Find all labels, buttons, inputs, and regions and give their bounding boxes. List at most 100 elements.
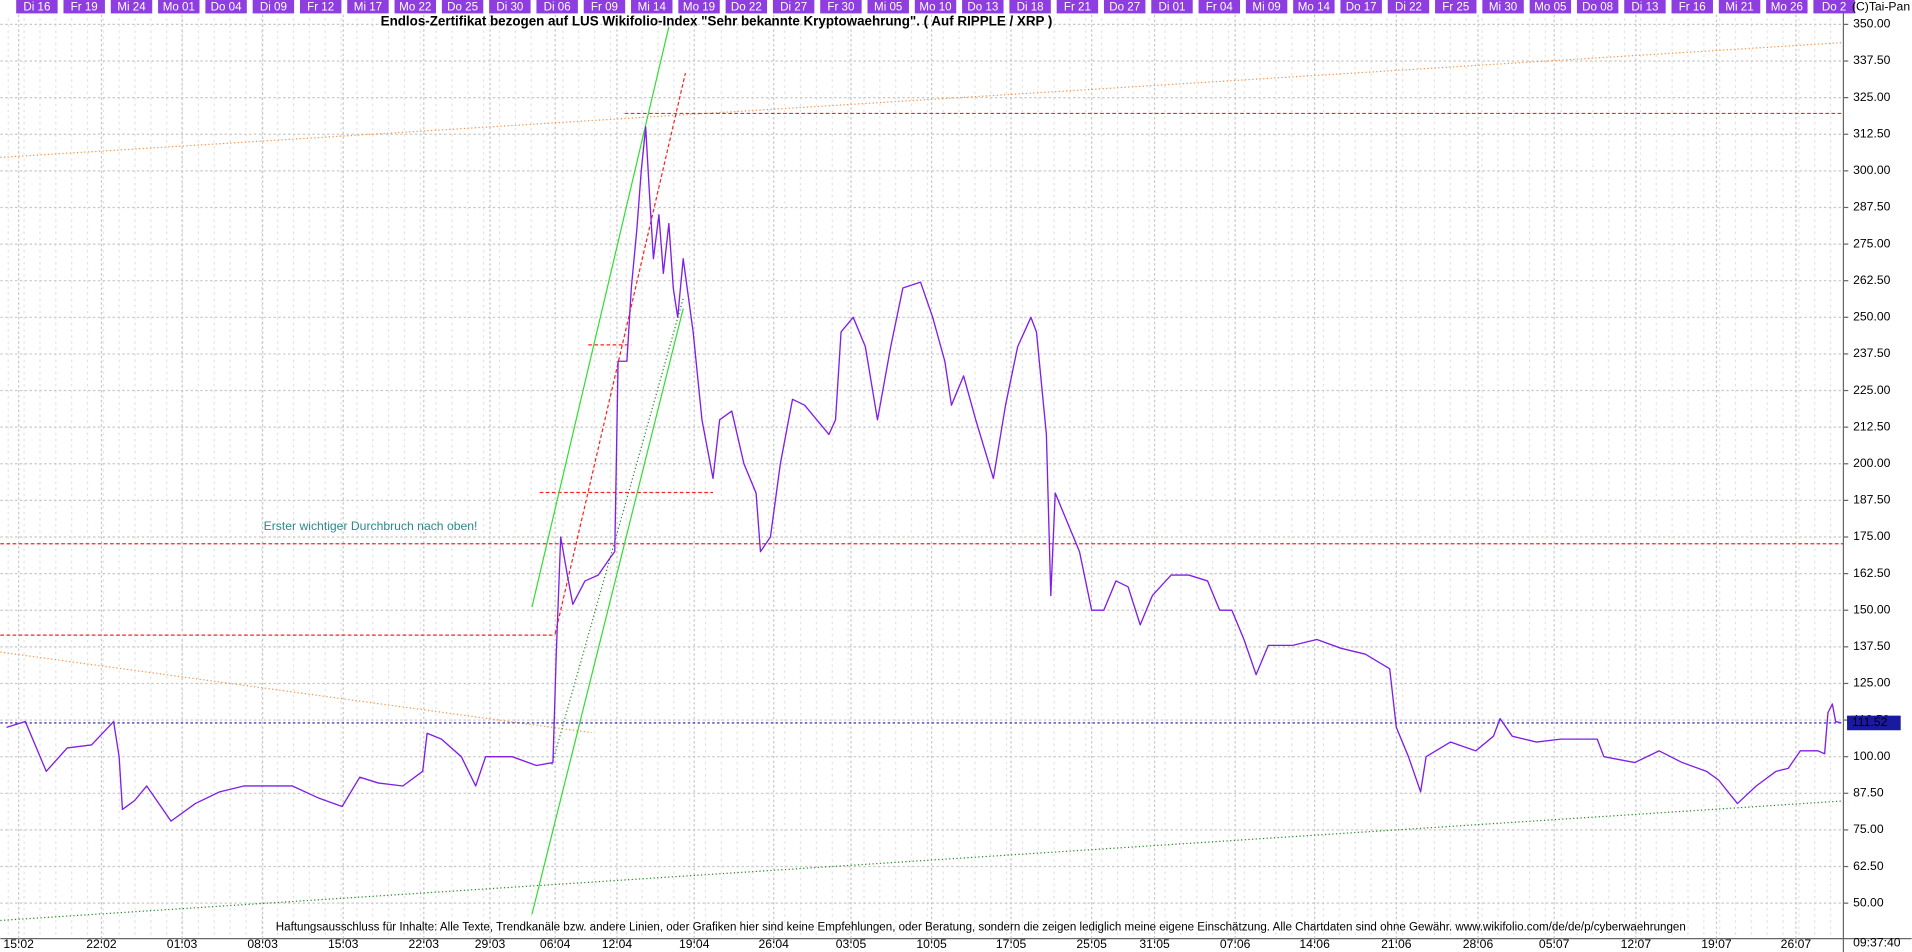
x-tick-label: 03:05 <box>836 937 867 951</box>
x-tick-label: 25:05 <box>1076 937 1107 951</box>
top-label: Mo 05 <box>1534 1 1566 13</box>
top-label-box <box>205 0 247 14</box>
top-label: Fr 21 <box>1064 1 1091 13</box>
top-label-box <box>347 0 389 14</box>
top-label: Fr 30 <box>827 1 854 13</box>
top-label-box <box>1435 0 1477 14</box>
grid <box>0 14 1849 944</box>
top-label: Fr 12 <box>307 1 334 13</box>
top-label: Mi 21 <box>1725 1 1753 13</box>
y-tick-label: 100.00 <box>1853 749 1890 763</box>
top-label: Mi 14 <box>638 1 667 13</box>
top-label-box <box>1624 0 1666 14</box>
y-tick-label: 162.50 <box>1853 566 1890 580</box>
top-label: Di 16 <box>23 1 50 13</box>
y-tick-label: 300.00 <box>1853 163 1890 177</box>
y-tick-label: 287.50 <box>1853 200 1890 214</box>
top-label-box <box>299 0 342 14</box>
top-label-box <box>1198 0 1241 14</box>
top-label-box <box>1245 0 1288 14</box>
top-label-box <box>536 0 578 14</box>
top-label-box <box>1340 0 1382 14</box>
top-label-box <box>962 0 1004 14</box>
y-tick-label: 200.00 <box>1853 456 1890 470</box>
y-tick-label: 62.50 <box>1853 859 1884 873</box>
top-label-box <box>772 0 815 14</box>
top-label-box <box>1387 0 1430 14</box>
y-tick-label: 312.50 <box>1853 126 1890 140</box>
top-label-box <box>1576 0 1619 14</box>
top-label-box <box>1482 0 1524 14</box>
x-tick-label: 10:05 <box>916 937 947 951</box>
top-label: Mo 01 <box>163 1 195 13</box>
y-tick-label: 87.50 <box>1853 786 1884 800</box>
y-tick-label: 237.50 <box>1853 346 1890 360</box>
top-label-box <box>158 0 200 14</box>
x-tick-label: 14:06 <box>1299 937 1330 951</box>
copyright: (C)Tai-Pan <box>1852 0 1910 14</box>
last-value-label: 111.52 <box>1852 715 1888 729</box>
top-label: Mi 09 <box>1252 1 1280 13</box>
y-tick-label: 150.00 <box>1853 602 1890 616</box>
top-label: Do 04 <box>211 1 242 13</box>
y-tick-label: 137.50 <box>1853 639 1890 653</box>
trendline <box>531 26 670 608</box>
top-label: Di 13 <box>1631 1 1658 13</box>
top-label-box <box>1718 0 1761 14</box>
top-label: Do 2 <box>1822 1 1846 13</box>
top-label: Do 17 <box>1346 1 1377 13</box>
top-label: Mo 14 <box>1298 1 1331 13</box>
y-tick-label: 337.50 <box>1853 53 1890 67</box>
top-label: Mi 17 <box>354 1 382 13</box>
top-label-box <box>441 0 484 14</box>
top-label: Mi 05 <box>874 1 902 13</box>
y-tick-label: 125.00 <box>1853 676 1890 690</box>
top-label: Do 08 <box>1582 1 1613 13</box>
top-label-box <box>1766 0 1808 14</box>
trendline <box>551 298 684 765</box>
y-tick-label: 175.00 <box>1853 529 1890 543</box>
top-labels: Di 16 Fr 19 Mi 24 Mo 01 Do 04 Di 09 Fr 12 Mi 17… <box>16 0 1855 14</box>
x-tick-label: 21:06 <box>1381 937 1412 951</box>
top-label: Do 27 <box>1109 1 1140 13</box>
last-value-box <box>1847 715 1901 731</box>
top-label-box <box>1671 0 1713 14</box>
top-label: Di 06 <box>544 1 571 13</box>
trendline <box>531 308 684 915</box>
y-tick-label: 275.00 <box>1853 236 1890 250</box>
top-label-box <box>1529 0 1572 14</box>
price-line <box>6 126 1842 822</box>
x-tick-label: 08:03 <box>247 937 278 951</box>
top-label: Fr 09 <box>591 1 618 13</box>
annotation: Erster wichtiger Durchbruch nach oben! <box>264 519 478 533</box>
top-label: Di 30 <box>496 1 523 13</box>
top-label-box <box>1009 0 1051 14</box>
top-label-box <box>394 0 436 14</box>
chart-title: Endlos-Zertifikat bezogen auf LUS Wikifo… <box>381 13 1053 28</box>
y-tick-label: 250.00 <box>1853 310 1890 324</box>
top-label-box <box>678 0 720 14</box>
y-tick-label: 325.00 <box>1853 90 1890 104</box>
y-tick-label: 187.50 <box>1853 493 1890 507</box>
trendline <box>0 800 1844 922</box>
y-tick-label: 75.00 <box>1853 822 1884 836</box>
top-label: Do 13 <box>967 1 998 13</box>
top-label-box <box>725 0 768 14</box>
top-label: Do 25 <box>447 1 478 13</box>
top-label: Do 22 <box>731 1 762 13</box>
top-label: Di 09 <box>260 1 287 13</box>
series <box>6 126 1842 822</box>
trendline <box>0 41 1844 158</box>
top-label-box <box>583 0 626 14</box>
top-label: Mi 24 <box>117 1 146 13</box>
x-tick-label: 12:04 <box>602 937 633 951</box>
x-tick-label: 22:02 <box>86 937 117 951</box>
top-label-box <box>252 0 295 14</box>
y-tick-label: 212.50 <box>1853 419 1890 433</box>
top-label-box <box>489 0 531 14</box>
top-label: Mo 10 <box>919 1 951 13</box>
top-label-box <box>63 0 105 14</box>
top-label-box <box>820 0 862 14</box>
x-tick-label: 29:03 <box>475 937 506 951</box>
